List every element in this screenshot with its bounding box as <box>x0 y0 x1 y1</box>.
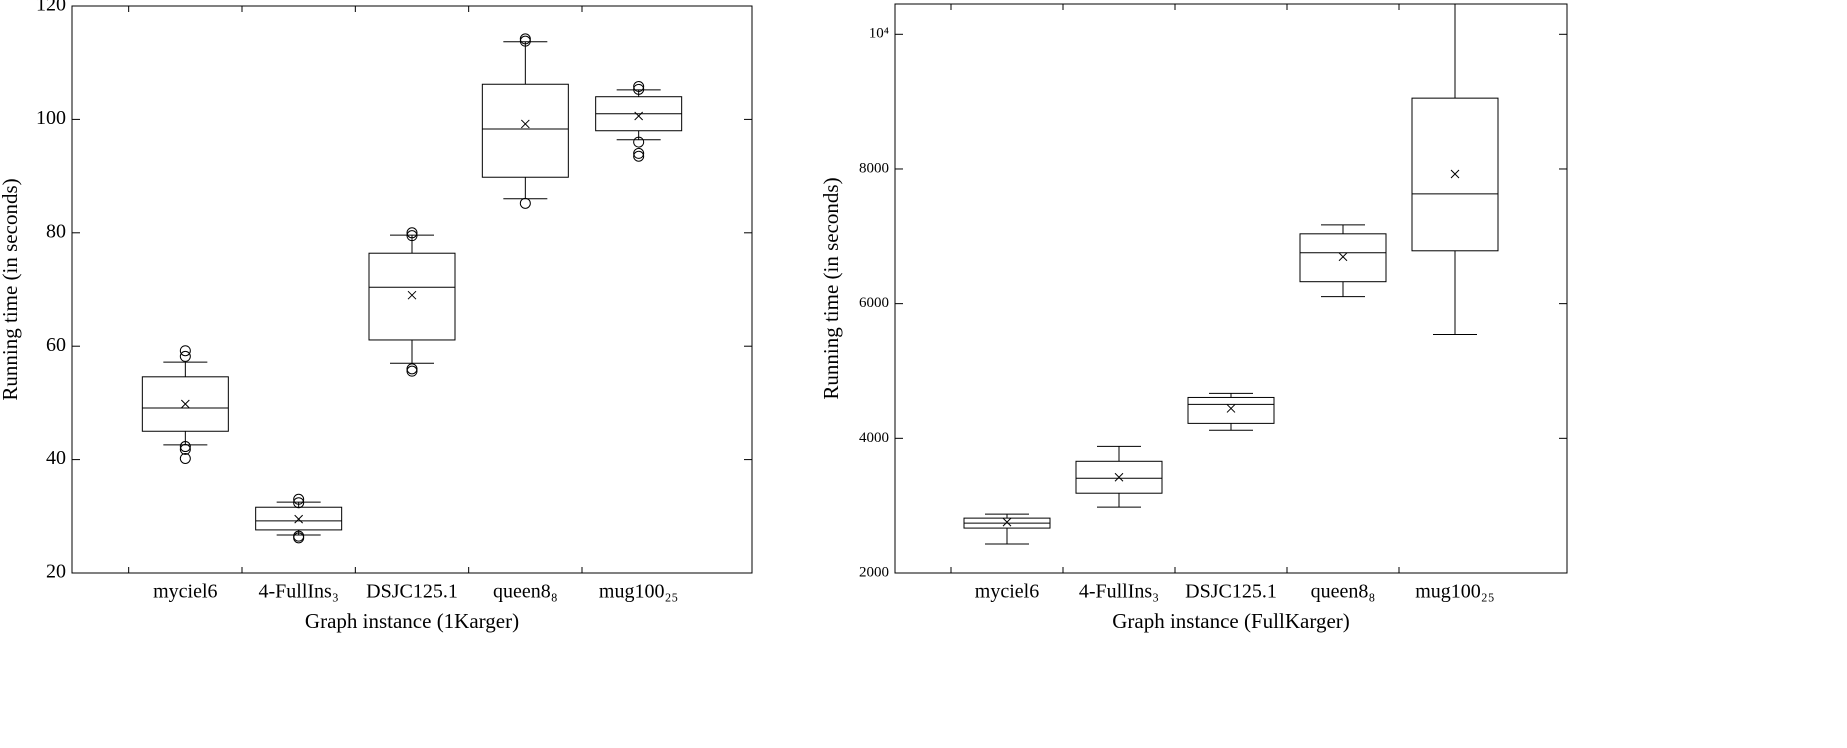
mean-marker <box>407 290 417 300</box>
y-tick-label: 4000 <box>859 430 889 446</box>
outlier <box>633 83 645 95</box>
box-body <box>481 83 569 178</box>
mean-marker <box>1226 404 1236 413</box>
x-tick-label: mug100₂₅ <box>599 581 679 603</box>
chart-panel: 20 40 60 80 100 120 myciel6 4-FullIns₃ DSJC125.1… <box>0 0 753 633</box>
y-axis-label: Running time (in seconds) <box>0 178 22 400</box>
y-tick-label: 60 <box>46 334 66 356</box>
mean-marker <box>634 111 644 121</box>
y-tick-label: 6000 <box>859 295 889 311</box>
mean-marker <box>294 514 304 524</box>
outlier <box>293 532 305 544</box>
box <box>1411 4 1499 336</box>
x-tick-label: queen8₈ <box>1311 581 1376 603</box>
y-tick-label: 8000 <box>859 160 889 176</box>
box-body <box>1411 97 1499 252</box>
outlier <box>293 493 305 505</box>
plot-frame <box>894 3 1568 574</box>
outlier <box>179 345 191 357</box>
outlier <box>293 497 305 509</box>
chart-panel: 2000 4000 6000 8000 10⁴ myciel6 4-FullIns₃ DSJC… <box>819 3 1568 633</box>
box <box>595 81 683 162</box>
x-tick-label: queen8₈ <box>493 581 558 603</box>
outlier <box>179 350 191 362</box>
x-tick-label: 4-FullIns₃ <box>259 581 339 603</box>
outlier <box>633 150 645 162</box>
mean-marker <box>1002 517 1012 527</box>
box <box>1075 445 1163 508</box>
x-tick-label: myciel6 <box>975 581 1039 603</box>
outlier <box>179 441 191 453</box>
x-tick-label: 4-FullIns₃ <box>1079 581 1159 603</box>
outlier <box>406 230 418 242</box>
y-tick-label: 80 <box>46 220 66 242</box>
outlier <box>519 35 531 47</box>
box <box>141 345 229 464</box>
outlier <box>633 136 645 148</box>
mean-marker <box>1114 472 1124 482</box>
box-body <box>1299 233 1387 283</box>
x-tick-label: myciel6 <box>153 581 217 603</box>
x-tick-label: mug100₂₅ <box>1415 581 1495 603</box>
box-body <box>1075 460 1163 494</box>
y-tick-label: 2000 <box>859 564 889 580</box>
outlier <box>633 147 645 159</box>
outlier <box>179 452 191 464</box>
outlier <box>406 365 418 377</box>
plot-frame <box>71 5 753 574</box>
y-tick-label: 10⁴ <box>869 26 889 42</box>
box-body <box>1187 396 1275 424</box>
box <box>255 493 343 544</box>
mean-marker <box>1338 252 1348 262</box>
box-body <box>141 376 229 432</box>
box-body <box>368 252 456 341</box>
mean-marker <box>520 119 530 129</box>
mean-marker <box>1450 169 1460 179</box>
x-tick-label: DSJC125.1 <box>366 581 458 603</box>
box <box>1299 224 1387 298</box>
x-axis-label: Graph instance (FullKarger) <box>1112 609 1350 633</box>
box <box>963 513 1051 545</box>
x-axis-label: Graph instance (1Karger) <box>305 609 519 633</box>
outlier <box>406 227 418 239</box>
y-tick-label: 100 <box>36 107 66 129</box>
box <box>1187 392 1275 431</box>
mean-marker <box>180 399 190 409</box>
outlier <box>519 197 531 209</box>
y-axis-label: Running time (in seconds) <box>819 177 843 399</box>
y-tick-label: 20 <box>46 561 66 583</box>
outlier <box>633 81 645 93</box>
outlier <box>406 363 418 375</box>
box <box>368 227 456 377</box>
y-tick-label: 40 <box>46 447 66 469</box>
x-tick-label: DSJC125.1 <box>1185 581 1277 603</box>
y-tick-label: 120 <box>36 0 66 16</box>
outlier <box>179 443 191 455</box>
box <box>481 33 569 209</box>
